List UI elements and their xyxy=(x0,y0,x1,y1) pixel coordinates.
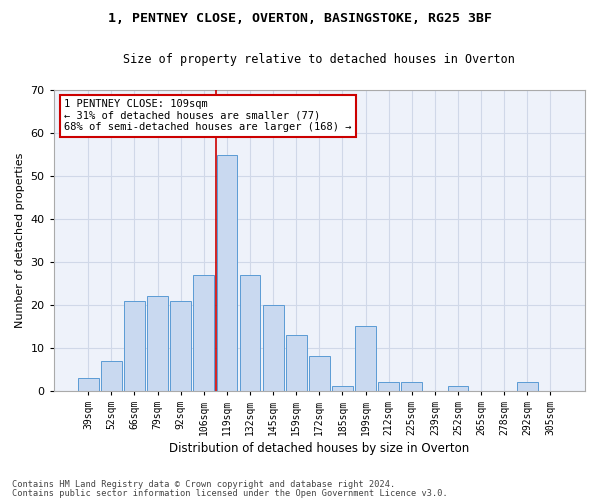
Bar xyxy=(401,382,422,391)
Bar xyxy=(124,300,145,391)
Bar xyxy=(309,356,330,391)
Bar xyxy=(101,360,122,391)
Title: Size of property relative to detached houses in Overton: Size of property relative to detached ho… xyxy=(124,52,515,66)
Y-axis label: Number of detached properties: Number of detached properties xyxy=(15,153,25,328)
Bar xyxy=(193,275,214,391)
Text: Contains HM Land Registry data © Crown copyright and database right 2024.: Contains HM Land Registry data © Crown c… xyxy=(12,480,395,489)
Text: Contains public sector information licensed under the Open Government Licence v3: Contains public sector information licen… xyxy=(12,488,448,498)
Bar xyxy=(147,296,168,391)
Bar xyxy=(378,382,399,391)
Bar xyxy=(332,386,353,391)
Bar xyxy=(217,154,238,391)
Bar xyxy=(170,300,191,391)
Text: 1, PENTNEY CLOSE, OVERTON, BASINGSTOKE, RG25 3BF: 1, PENTNEY CLOSE, OVERTON, BASINGSTOKE, … xyxy=(108,12,492,26)
Bar xyxy=(263,305,284,391)
Bar xyxy=(355,326,376,391)
Text: 1 PENTNEY CLOSE: 109sqm
← 31% of detached houses are smaller (77)
68% of semi-de: 1 PENTNEY CLOSE: 109sqm ← 31% of detache… xyxy=(64,100,352,132)
Bar xyxy=(286,335,307,391)
Bar xyxy=(78,378,98,391)
Bar xyxy=(517,382,538,391)
Bar xyxy=(448,386,469,391)
X-axis label: Distribution of detached houses by size in Overton: Distribution of detached houses by size … xyxy=(169,442,469,455)
Bar xyxy=(239,275,260,391)
